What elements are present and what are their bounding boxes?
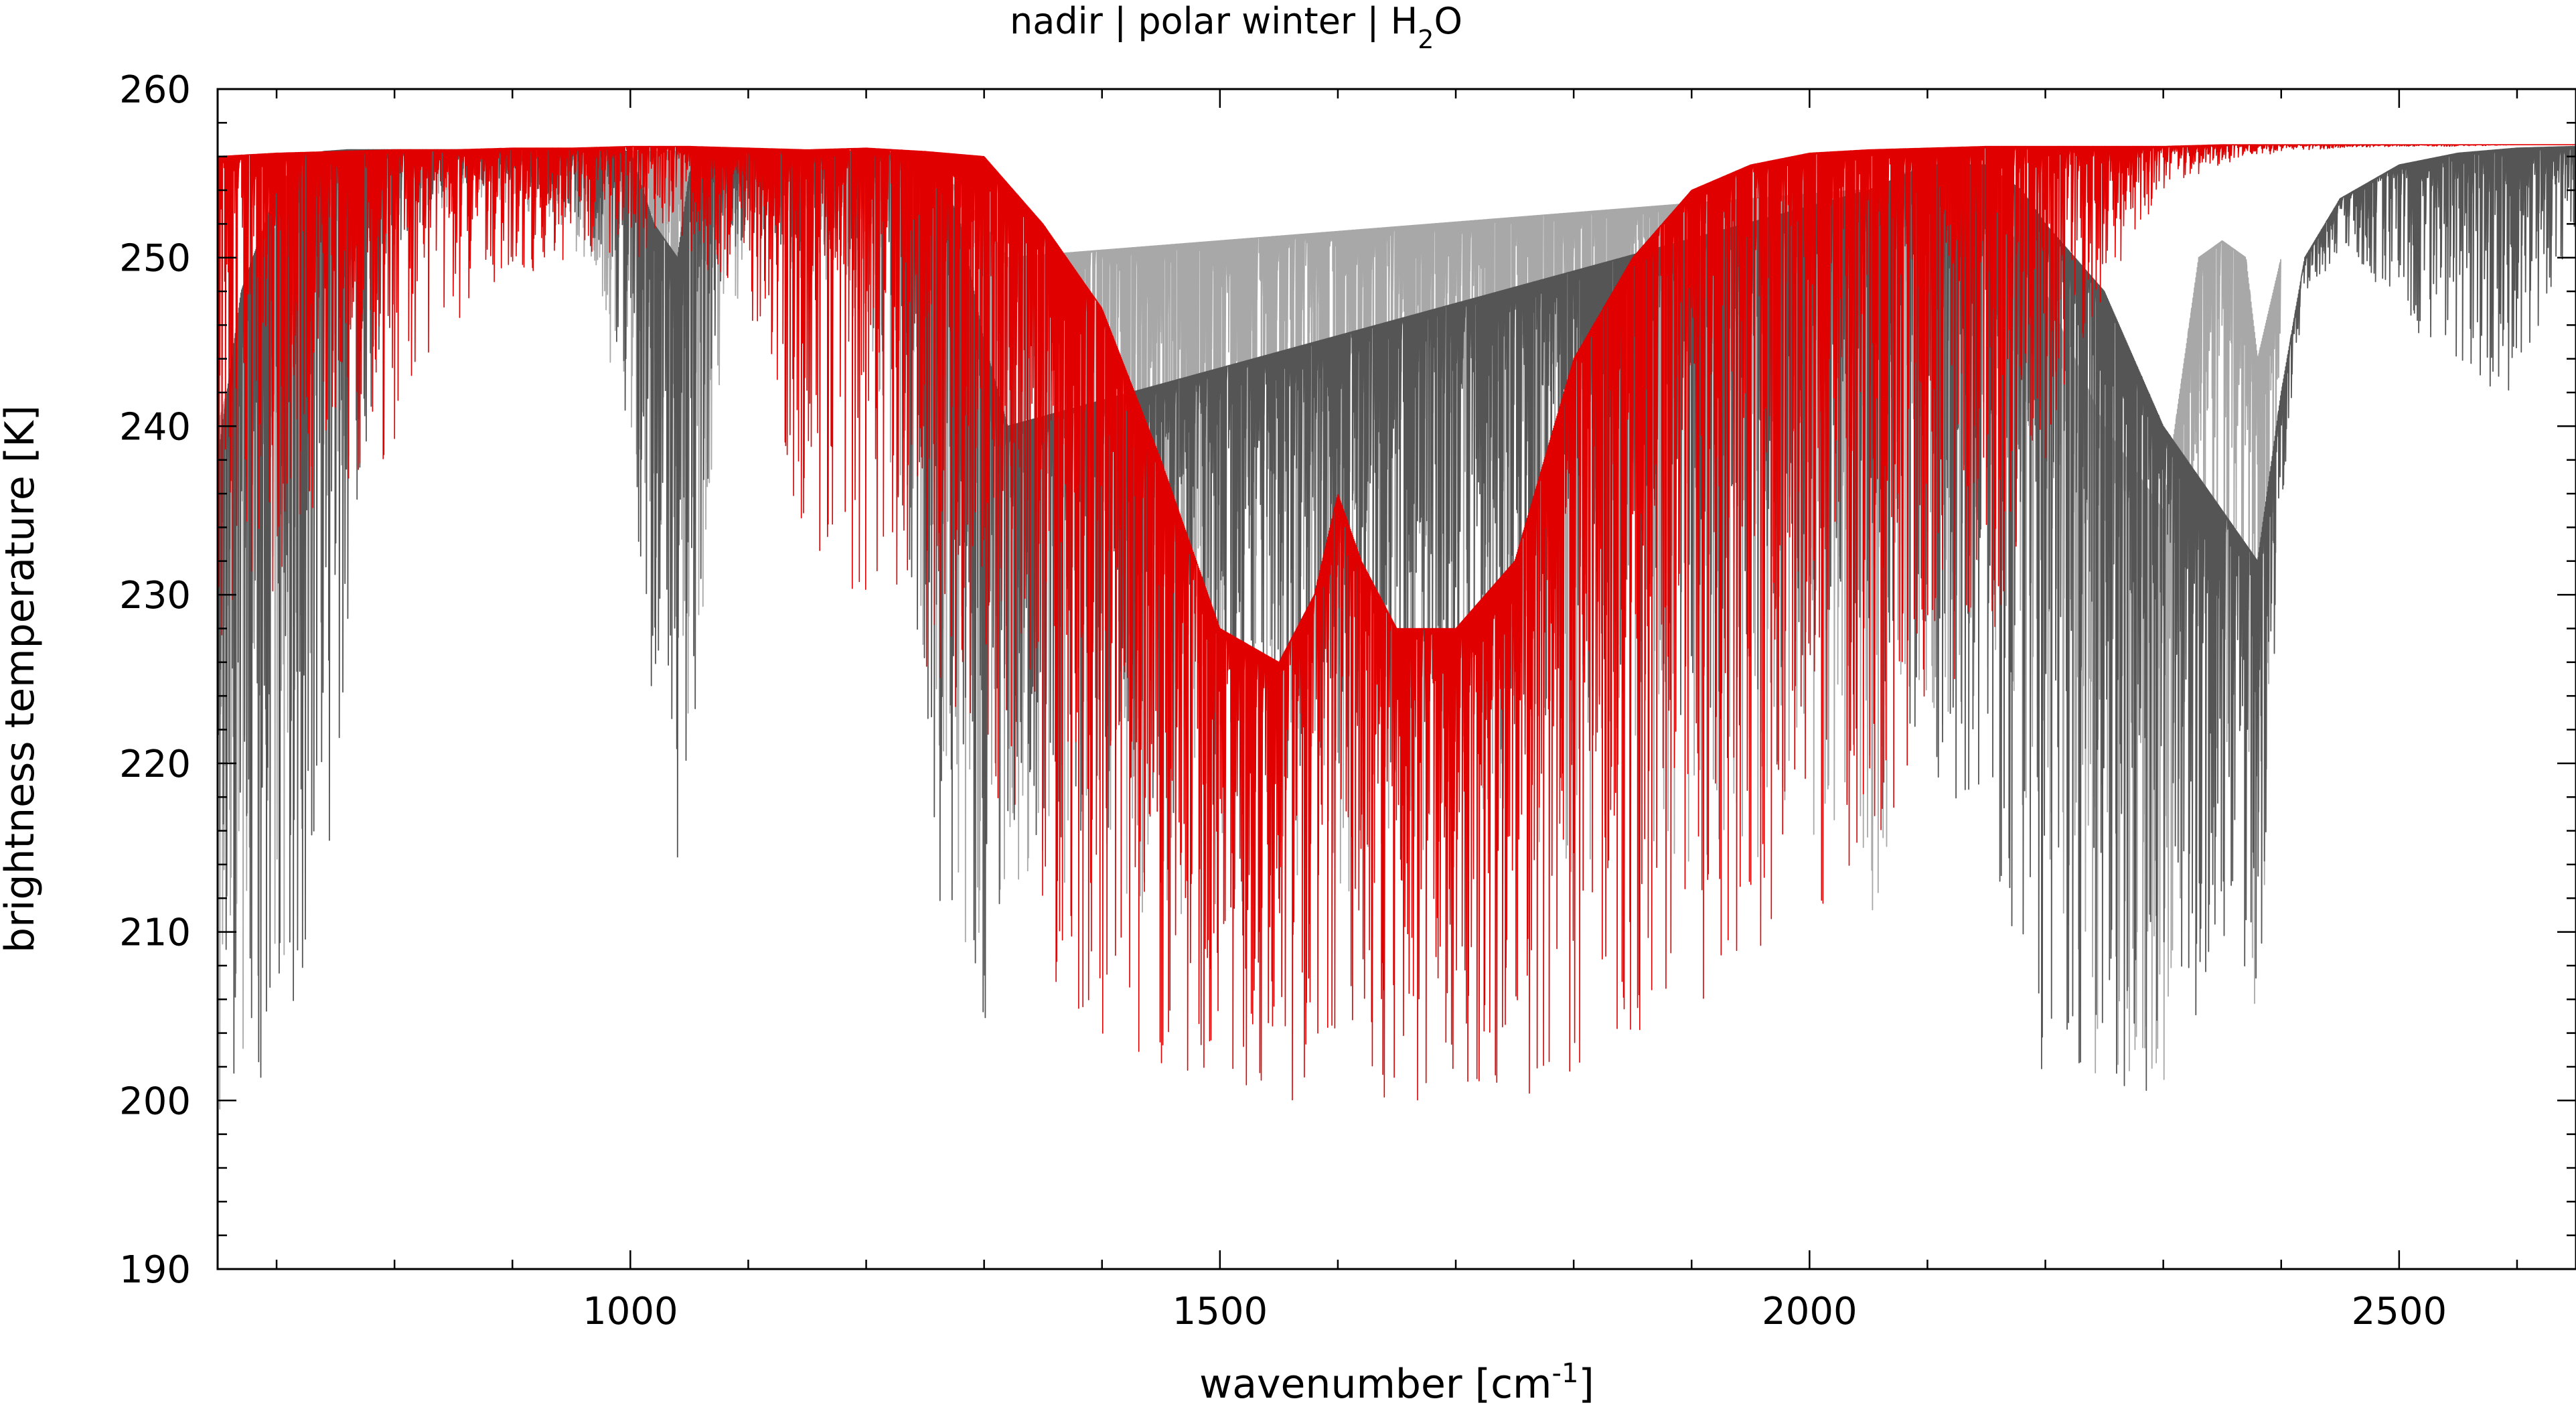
chart-title-subscript: 2 (1418, 25, 1434, 54)
x-tick-label: 2500 (2352, 1290, 2447, 1333)
y-tick-label: 200 (119, 1080, 191, 1123)
x-axis-title-suffix: ] (1578, 1361, 1594, 1405)
x-tick-label: 1000 (583, 1290, 678, 1333)
spectra-layer (217, 144, 2576, 1110)
chart-title-prefix: nadir | polar winter | H (1010, 0, 1418, 42)
x-tick-label: 2000 (1762, 1290, 1858, 1333)
chart-title: nadir | polar winter | H2O (1010, 0, 1462, 54)
y-tick-label: 230 (119, 574, 191, 617)
chart-title-suffix: O (1434, 0, 1462, 42)
y-tick-label: 210 (119, 911, 191, 955)
spectrum-h2o-spectrum (217, 144, 2576, 1101)
y-tick-label: 220 (119, 743, 191, 786)
y-tick-label: 260 (119, 68, 191, 112)
y-tick-label: 190 (119, 1248, 191, 1292)
x-axis-title-prefix: wavenumber [cm (1199, 1361, 1551, 1405)
x-axis-title: wavenumber [cm-1] (1199, 1358, 1594, 1405)
x-tick-label: 1500 (1172, 1290, 1268, 1333)
y-tick-label: 240 (119, 405, 191, 449)
x-axis-title-superscript: -1 (1552, 1358, 1579, 1389)
x-axis: 1000 1500 2000 2500 (275, 89, 2518, 1333)
plot-frame (216, 88, 2576, 1270)
y-tick-label: 250 (119, 237, 191, 281)
y-axis: 190 200 210 220 230 240 250 260 (119, 68, 2576, 1292)
y-axis-title: brightness temperature [K] (0, 405, 44, 953)
